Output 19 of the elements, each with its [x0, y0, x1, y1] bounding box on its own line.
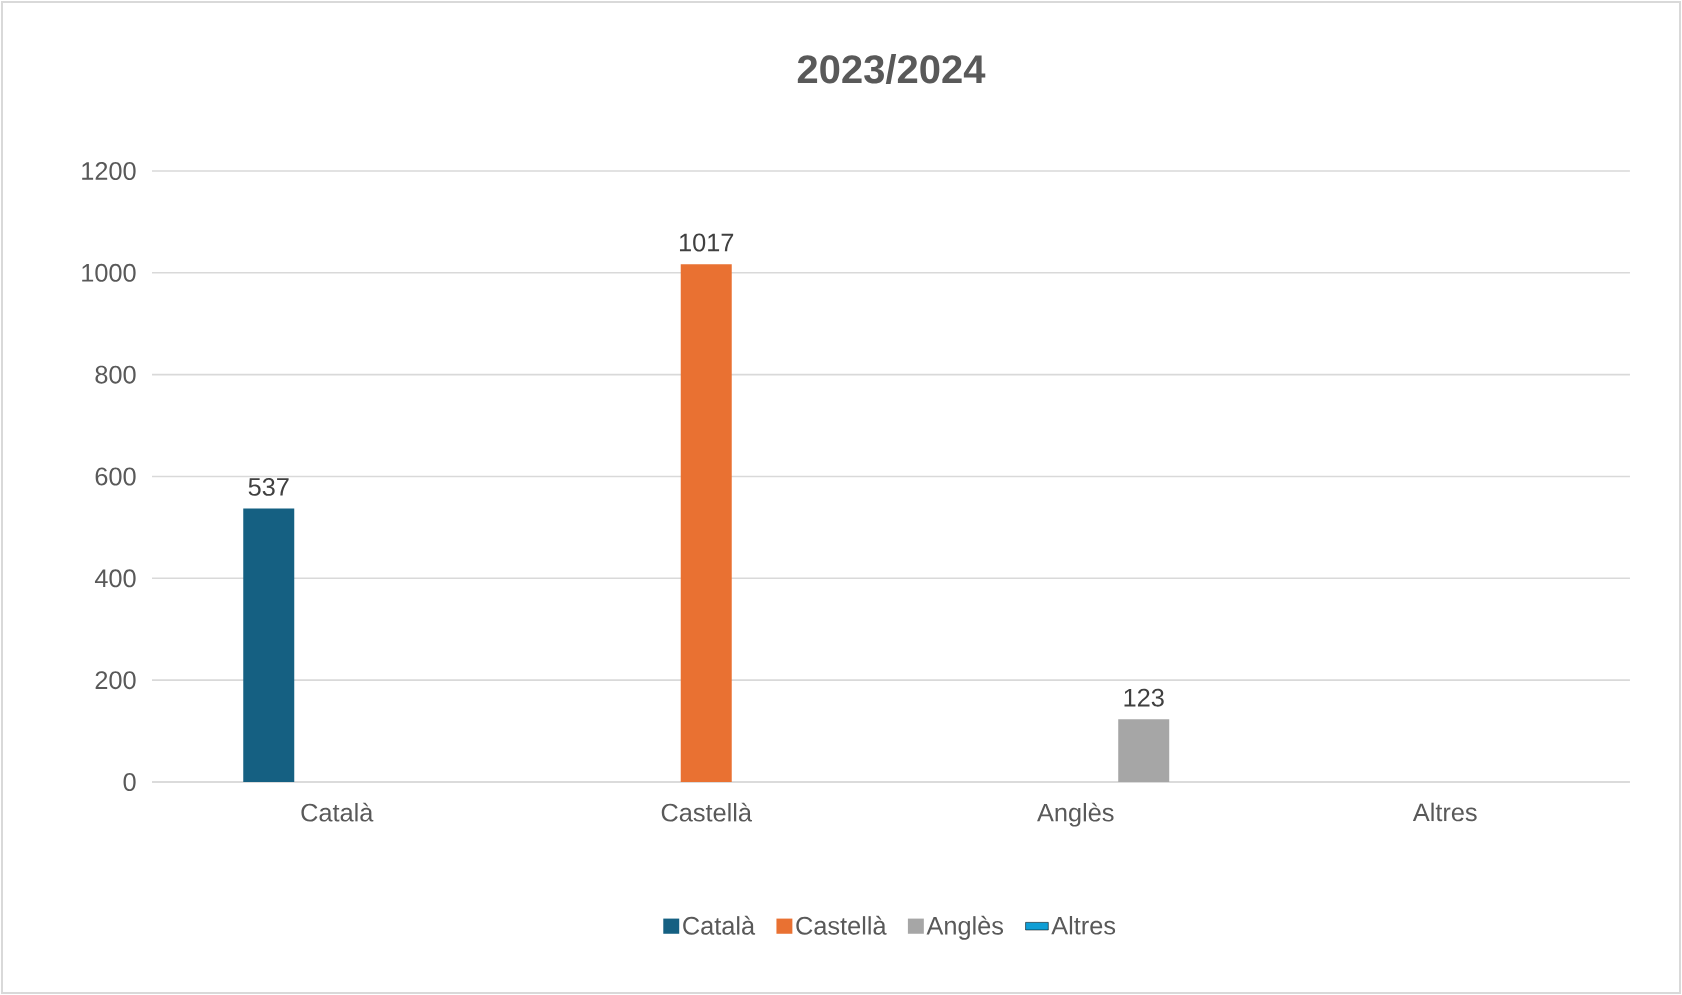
y-tick-label: 400: [94, 569, 136, 588]
x-tick-label: Castellà: [661, 802, 752, 822]
data-label: 1017: [679, 233, 734, 252]
y-tick-label: 200: [95, 671, 136, 690]
legend-label: Castellà: [796, 915, 887, 935]
chart-title: 2023/2024: [797, 54, 986, 84]
data-label: 123: [1124, 688, 1164, 707]
x-tick-label: Català: [301, 802, 374, 822]
y-tick-label: 0: [123, 773, 136, 791]
y-tick-label: 1000: [82, 263, 136, 282]
y-tick-label: 1200: [82, 162, 136, 180]
x-tick-label: Anglès: [1037, 802, 1114, 827]
y-tick-label: 800: [95, 365, 136, 384]
data-label: 537: [248, 477, 289, 496]
legend-label: Altres: [1051, 916, 1116, 935]
legend-label: Anglès: [926, 915, 1004, 940]
x-tick-label: Altres: [1412, 802, 1477, 822]
legend-label: Català: [683, 915, 756, 935]
y-tick-label: 600: [95, 467, 136, 486]
